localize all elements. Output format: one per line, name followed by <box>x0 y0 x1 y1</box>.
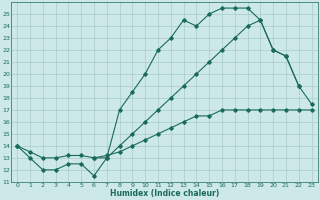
X-axis label: Humidex (Indice chaleur): Humidex (Indice chaleur) <box>110 189 219 198</box>
